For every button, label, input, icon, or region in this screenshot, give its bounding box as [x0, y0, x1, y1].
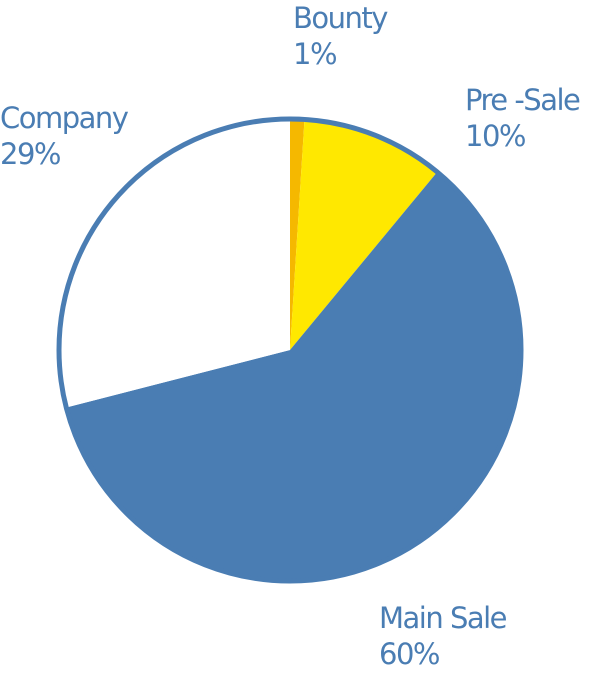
pie-slices [58, 119, 521, 581]
slice-percent-bounty: 1% [293, 37, 338, 71]
slice-label-bounty: Bounty 1% [293, 0, 388, 72]
slice-name-company: Company [0, 101, 129, 135]
pie-slice-company [58, 119, 291, 408]
slice-name-pre-sale: Pre -Sale [465, 83, 581, 117]
pie-outline [56, 116, 524, 584]
pie-slice-bounty [290, 119, 305, 350]
slice-percent-pre-sale: 10% [465, 119, 526, 153]
slice-name-bounty: Bounty [293, 1, 388, 35]
slice-name-main-sale: Main Sale [379, 601, 508, 635]
pie-slice-main-sale [66, 172, 521, 581]
pie-slice-pre-sale [290, 119, 438, 350]
slice-percent-main-sale: 60% [379, 637, 440, 671]
slice-label-main-sale: Main Sale 60% [379, 600, 508, 672]
slice-label-pre-sale: Pre -Sale 10% [465, 82, 581, 154]
slice-percent-company: 29% [0, 137, 61, 171]
slice-label-company: Company 29% [0, 100, 129, 172]
